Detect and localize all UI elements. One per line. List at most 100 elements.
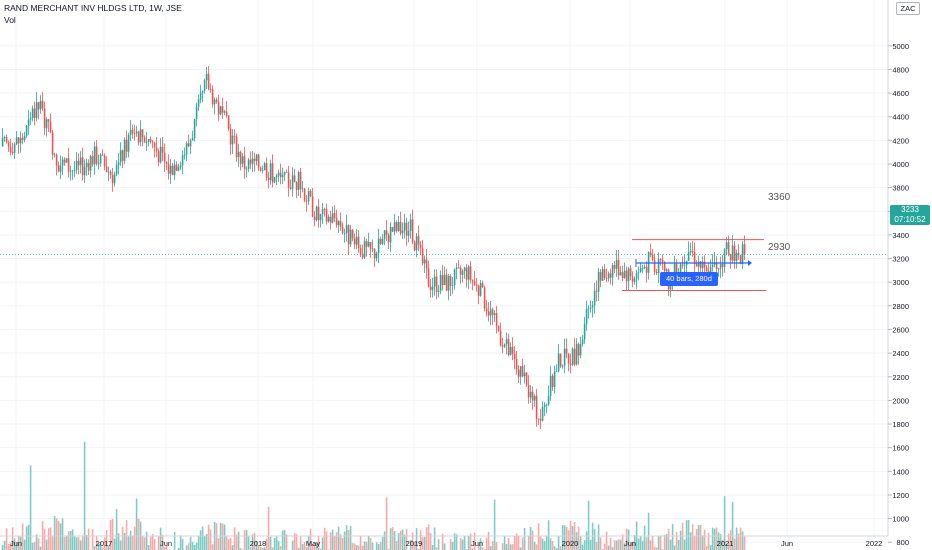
candle-body bbox=[299, 172, 302, 190]
candle-body bbox=[611, 265, 614, 278]
volume-bar bbox=[367, 536, 370, 550]
candle-body bbox=[675, 263, 678, 278]
volume-bar bbox=[385, 497, 388, 550]
candle-body bbox=[663, 261, 666, 272]
volume-bar bbox=[565, 527, 568, 550]
volume-bar bbox=[63, 536, 66, 550]
candle-body bbox=[699, 261, 702, 269]
volume-bar bbox=[57, 520, 60, 550]
volume-bar bbox=[495, 542, 498, 550]
price-axis[interactable]: 6008001000120014001600180020002200240026… bbox=[887, 0, 909, 550]
volume-bar bbox=[207, 524, 210, 550]
candle-body bbox=[225, 111, 228, 116]
volume-bar bbox=[671, 524, 674, 550]
volume-bar bbox=[293, 533, 296, 550]
candle-body bbox=[335, 218, 338, 226]
volume-bar bbox=[717, 532, 720, 550]
date-range-measure[interactable] bbox=[635, 259, 752, 267]
last-price: 3233 bbox=[901, 205, 919, 214]
volume-bar bbox=[117, 533, 120, 550]
volume-bar bbox=[659, 535, 662, 550]
candle-body bbox=[345, 225, 348, 234]
volume-bar bbox=[179, 535, 182, 550]
candle-body bbox=[161, 146, 164, 153]
volume-bar bbox=[563, 525, 566, 550]
candle-body bbox=[265, 163, 268, 178]
candle-body bbox=[181, 155, 184, 166]
volume-bar bbox=[267, 506, 270, 550]
volume-bar bbox=[699, 524, 702, 550]
volume-bar bbox=[695, 528, 698, 550]
grid-lines bbox=[0, 0, 888, 543]
candle-body bbox=[269, 163, 272, 181]
candle-body bbox=[23, 135, 26, 140]
candle-body bbox=[245, 168, 248, 170]
volume-bar bbox=[275, 536, 278, 550]
candle-body bbox=[285, 172, 288, 173]
candle-body bbox=[19, 137, 22, 144]
candle-body bbox=[291, 175, 294, 189]
candle-body bbox=[95, 146, 98, 164]
candle-body bbox=[343, 233, 346, 234]
price-tick-label: 2400 bbox=[892, 349, 909, 358]
candle-body bbox=[169, 165, 172, 174]
candle-body bbox=[205, 73, 208, 81]
volume-bar bbox=[459, 537, 462, 550]
candle-body bbox=[107, 171, 110, 173]
volume-bar bbox=[77, 537, 80, 550]
currency-label[interactable]: ZAC bbox=[896, 2, 920, 15]
candle-body bbox=[683, 265, 686, 267]
candle-body bbox=[715, 262, 718, 270]
volume-bar bbox=[309, 528, 312, 550]
candle-body bbox=[583, 324, 586, 340]
volume-bar bbox=[255, 540, 258, 550]
time-tick-label: 2021 bbox=[717, 539, 734, 548]
volume-bar bbox=[39, 546, 42, 550]
volume-bar bbox=[29, 465, 32, 550]
price-tick-label: 2800 bbox=[892, 302, 909, 311]
volume-bar bbox=[149, 536, 152, 550]
candle-body bbox=[457, 267, 460, 269]
candle-body bbox=[437, 290, 440, 292]
time-tick-label: May bbox=[306, 539, 320, 548]
volume-bar bbox=[571, 526, 574, 550]
volume-bar bbox=[221, 523, 224, 550]
volume-bar bbox=[629, 542, 632, 550]
time-axis[interactable]: Jun 2017 Jun 2018 May 2019 Jun 2020 Jun 2021 Jun 20… bbox=[0, 535, 888, 548]
time-tick-label: 2019 bbox=[406, 539, 423, 548]
volume-bar bbox=[389, 528, 392, 550]
volume-bar bbox=[341, 537, 344, 550]
candle-body bbox=[147, 139, 150, 142]
candle-body bbox=[549, 375, 552, 396]
candle-body bbox=[657, 259, 660, 274]
volume-bar bbox=[251, 534, 254, 550]
volume-bar bbox=[281, 530, 284, 550]
candle-body bbox=[453, 269, 456, 286]
candle-body bbox=[489, 309, 492, 316]
candle-body bbox=[365, 241, 368, 247]
candle-body bbox=[659, 259, 662, 261]
candle-body bbox=[89, 156, 92, 171]
volume-bar bbox=[587, 500, 590, 550]
volume-bar bbox=[421, 537, 424, 550]
volume-bar bbox=[253, 532, 256, 550]
volume-bar bbox=[5, 528, 8, 550]
time-tick-label: Jun bbox=[10, 539, 22, 548]
candle-body bbox=[217, 101, 220, 115]
volume-bar bbox=[703, 529, 706, 550]
volume-bar bbox=[205, 533, 208, 550]
candle-body bbox=[471, 280, 474, 282]
volume-bar bbox=[325, 531, 328, 550]
plot-area[interactable] bbox=[0, 0, 888, 536]
candle-body bbox=[355, 236, 358, 245]
volume-bar bbox=[521, 537, 524, 550]
horizontal-levels[interactable] bbox=[0, 239, 888, 291]
candle-body bbox=[485, 308, 488, 312]
volume-bar bbox=[49, 527, 52, 550]
candle-body bbox=[629, 268, 632, 277]
candle-body bbox=[249, 159, 252, 164]
volume-bar bbox=[687, 519, 690, 550]
volume-indicator-label[interactable]: Vol bbox=[4, 15, 16, 25]
volume-bar bbox=[371, 542, 374, 550]
